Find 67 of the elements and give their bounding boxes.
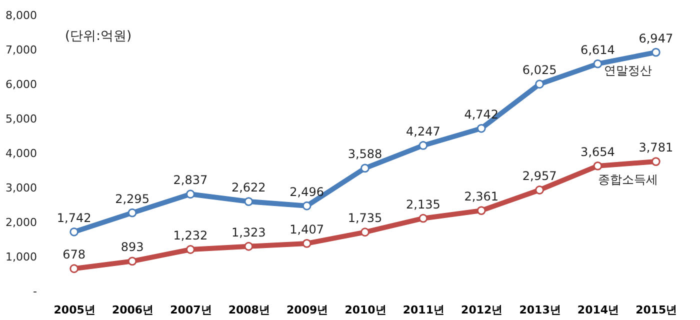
- point: [418, 141, 428, 150]
- point: [302, 239, 312, 248]
- y-tick-label: 2,000: [6, 216, 37, 229]
- point: [651, 157, 660, 166]
- data-label: 3,781: [638, 140, 674, 155]
- y-tick-label: 5,000: [6, 112, 37, 126]
- y-tick-label: 6,000: [6, 78, 37, 91]
- x-tick-label: 2011년: [402, 304, 444, 316]
- x-tick-label: 2006년: [112, 304, 154, 316]
- annotation: (단위:억원): [65, 29, 132, 44]
- data-label: 1,323: [231, 225, 266, 240]
- point: [535, 186, 544, 194]
- data-label: 3,654: [580, 144, 615, 159]
- point: [476, 124, 486, 133]
- data-label: 2,295: [115, 192, 150, 206]
- x-tick-label: 2005년: [54, 304, 96, 316]
- point: [244, 242, 254, 251]
- point: [651, 48, 660, 57]
- point: [302, 201, 312, 210]
- point: [128, 208, 137, 218]
- y-tick-label: 4,000: [6, 147, 37, 160]
- data-label: 1,407: [290, 222, 324, 236]
- data-label: 6,947: [638, 31, 674, 46]
- data-label: 6,614: [580, 42, 615, 57]
- point: [186, 190, 195, 199]
- x-tick-label: 2007년: [170, 304, 212, 316]
- x-tick-label: 2014년: [577, 304, 620, 316]
- y-tick-label: -: [33, 285, 38, 298]
- point: [360, 228, 370, 237]
- data-label: 1,232: [173, 228, 208, 242]
- x-tick-label: 2012년: [461, 304, 503, 316]
- x-tick-label: 2013년: [519, 304, 561, 316]
- y-tick-label: 3,000: [6, 182, 37, 194]
- x-tick-label: 2010년: [344, 304, 386, 316]
- y-tick-label: 8,000: [6, 9, 37, 22]
- point: [418, 214, 428, 223]
- point: [593, 59, 602, 68]
- data-label: 4,742: [464, 107, 499, 122]
- series-label: 연말정산: [604, 63, 652, 78]
- y-tick-label: 7,000: [6, 44, 37, 56]
- point: [476, 206, 486, 215]
- series-label: 종합소득세: [598, 172, 658, 187]
- point: [70, 227, 79, 236]
- x-tick-label: 2015년: [636, 304, 678, 316]
- data-label: 4,247: [406, 124, 440, 138]
- data-label: 2,622: [231, 180, 266, 195]
- x-tick-label: 2009년: [286, 304, 328, 316]
- data-label: 1,742: [56, 210, 92, 225]
- point: [70, 264, 79, 274]
- data-label: 2,957: [522, 168, 557, 183]
- point: [128, 256, 137, 266]
- x-tick-label: 2008년: [228, 304, 270, 316]
- point: [535, 80, 544, 89]
- point: [593, 161, 602, 170]
- data-label: 2,837: [173, 173, 208, 188]
- point: [360, 164, 370, 173]
- y-tick-label: 1,000: [6, 250, 37, 264]
- data-label: 3,588: [348, 147, 382, 162]
- point: [186, 245, 195, 254]
- data-label: 2,135: [406, 197, 440, 212]
- point: [244, 197, 254, 206]
- data-label: 893: [120, 240, 144, 254]
- data-label: 2,496: [290, 184, 324, 199]
- data-label: 2,361: [464, 190, 499, 204]
- data-label: 1,735: [348, 211, 382, 226]
- data-label: 678: [62, 248, 86, 262]
- data-label: 6,025: [522, 63, 557, 78]
